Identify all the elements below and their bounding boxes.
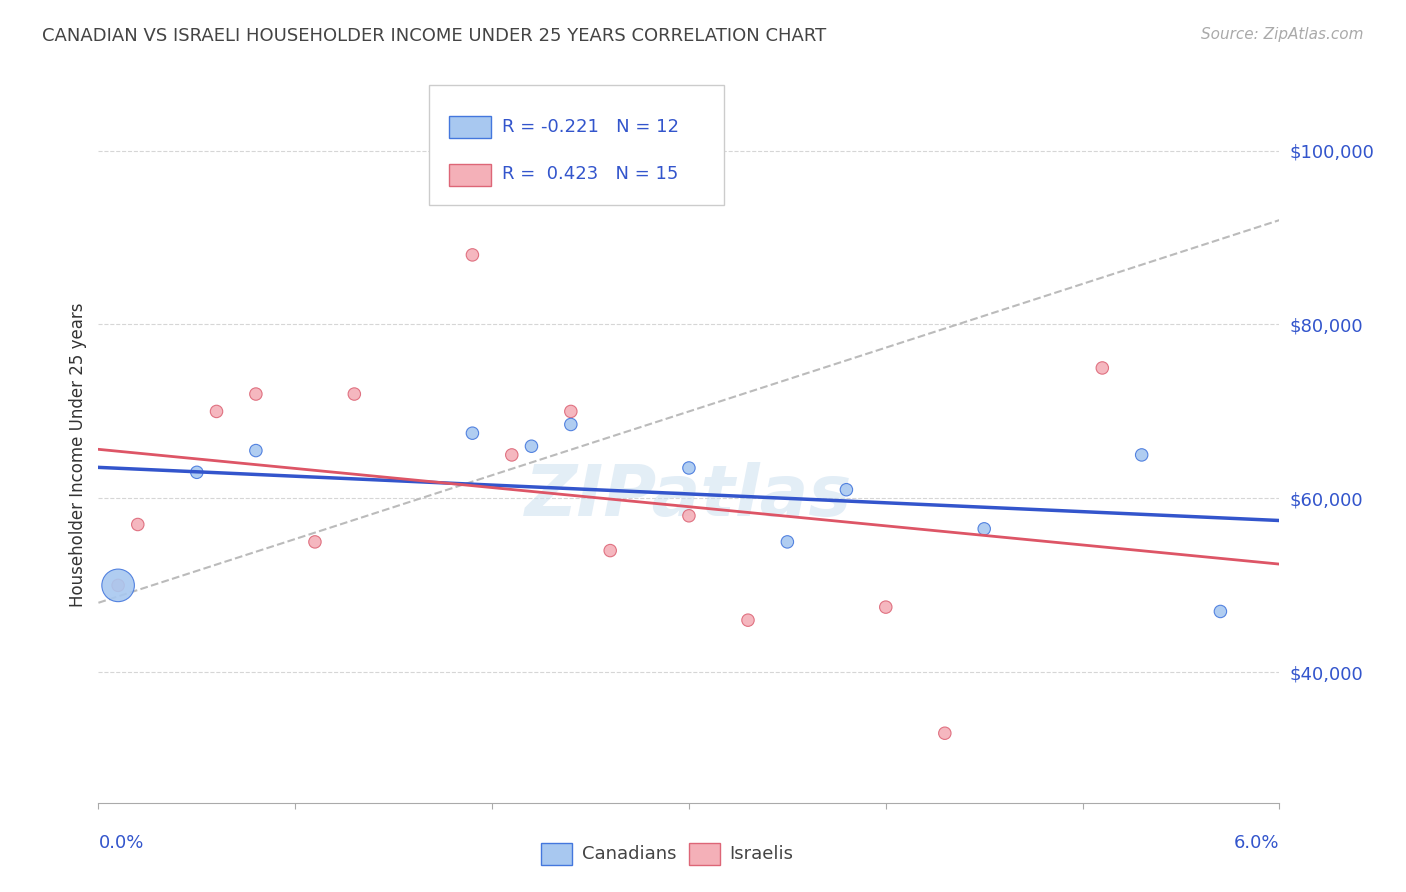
Point <box>599 543 621 558</box>
Point <box>776 535 799 549</box>
Point <box>461 248 484 262</box>
Text: Canadians: Canadians <box>582 845 676 863</box>
Text: ZIPatlas: ZIPatlas <box>526 462 852 531</box>
Point <box>678 461 700 475</box>
Point <box>343 387 366 401</box>
Y-axis label: Householder Income Under 25 years: Householder Income Under 25 years <box>69 302 87 607</box>
Text: Israelis: Israelis <box>730 845 794 863</box>
Text: R = -0.221   N = 12: R = -0.221 N = 12 <box>502 118 679 136</box>
Point <box>520 439 543 453</box>
Point <box>107 578 129 592</box>
Point <box>127 517 149 532</box>
Text: 6.0%: 6.0% <box>1234 834 1279 852</box>
Point <box>186 466 208 480</box>
Point <box>245 443 267 458</box>
Point <box>461 426 484 441</box>
Point <box>245 387 267 401</box>
Text: 0.0%: 0.0% <box>98 834 143 852</box>
Text: Source: ZipAtlas.com: Source: ZipAtlas.com <box>1201 27 1364 42</box>
Point <box>560 404 582 418</box>
Point <box>1209 605 1232 619</box>
Point <box>934 726 956 740</box>
Point <box>107 578 129 592</box>
Point <box>501 448 523 462</box>
Text: R =  0.423   N = 15: R = 0.423 N = 15 <box>502 165 678 183</box>
Point <box>835 483 858 497</box>
Point <box>1130 448 1153 462</box>
Point <box>678 508 700 523</box>
Point <box>560 417 582 432</box>
Point <box>304 535 326 549</box>
Point <box>973 522 995 536</box>
Point <box>1091 361 1114 376</box>
Point <box>205 404 228 418</box>
Point <box>737 613 759 627</box>
Text: CANADIAN VS ISRAELI HOUSEHOLDER INCOME UNDER 25 YEARS CORRELATION CHART: CANADIAN VS ISRAELI HOUSEHOLDER INCOME U… <box>42 27 827 45</box>
Point <box>875 600 897 615</box>
